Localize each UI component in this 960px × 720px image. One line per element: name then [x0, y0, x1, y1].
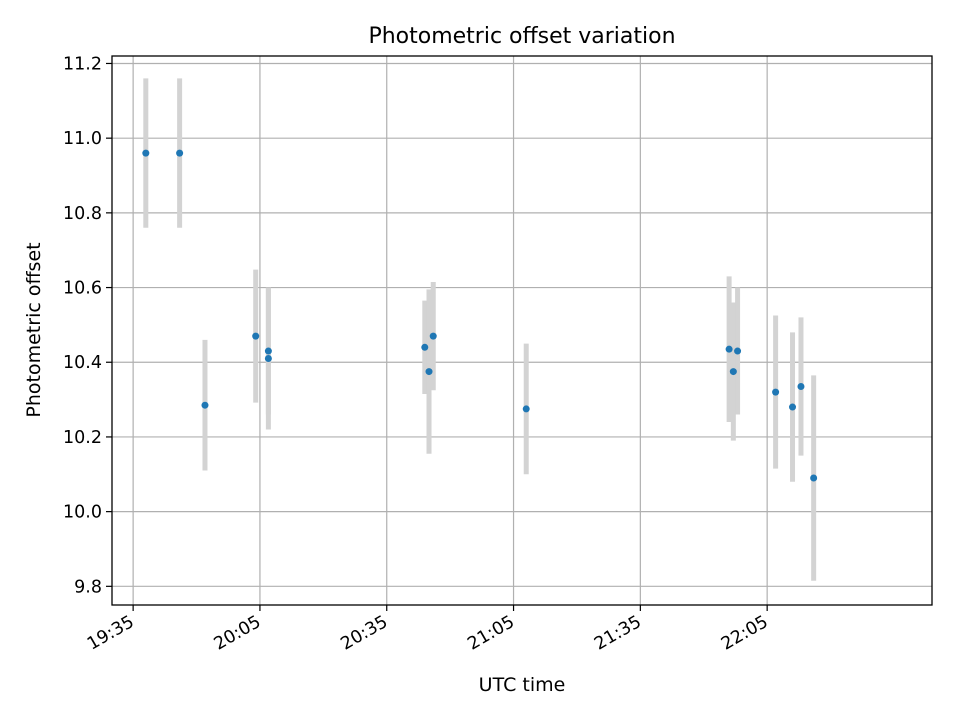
data-point	[421, 343, 429, 351]
data-point	[772, 388, 780, 396]
y-tick-label: 10.6	[63, 279, 102, 299]
y-axis-ticks: 9.8 10.0 10.2 10.4 10.6 10.8 11.0 11.2	[63, 54, 112, 597]
plot-frame	[111, 55, 933, 606]
data-point	[201, 401, 209, 409]
data-point	[725, 345, 733, 353]
data-point	[522, 405, 530, 413]
y-tick-label: 9.8	[74, 577, 102, 597]
grid-lines	[112, 56, 932, 605]
data-point	[425, 368, 433, 376]
data-point	[729, 368, 737, 376]
data-point	[176, 149, 184, 157]
y-axis-label: Photometric offset	[23, 242, 45, 417]
x-axis-label: UTC time	[479, 674, 566, 696]
data-point	[264, 355, 272, 363]
y-tick-label: 10.2	[63, 428, 102, 448]
data-point	[264, 347, 272, 355]
data-point	[810, 474, 818, 482]
y-tick-label: 10.0	[63, 503, 102, 523]
data-point	[734, 347, 742, 355]
y-tick-label: 11.0	[63, 129, 102, 149]
y-tick-label: 11.2	[63, 54, 102, 74]
data-point	[142, 149, 150, 157]
data-points	[142, 149, 818, 482]
data-point	[252, 332, 260, 340]
y-tick-label: 10.4	[63, 353, 102, 373]
y-tick-label: 10.8	[63, 204, 102, 224]
chart-title: Photometric offset variation	[368, 24, 675, 49]
data-point	[429, 332, 437, 340]
data-point	[789, 403, 797, 411]
data-point	[797, 383, 805, 391]
